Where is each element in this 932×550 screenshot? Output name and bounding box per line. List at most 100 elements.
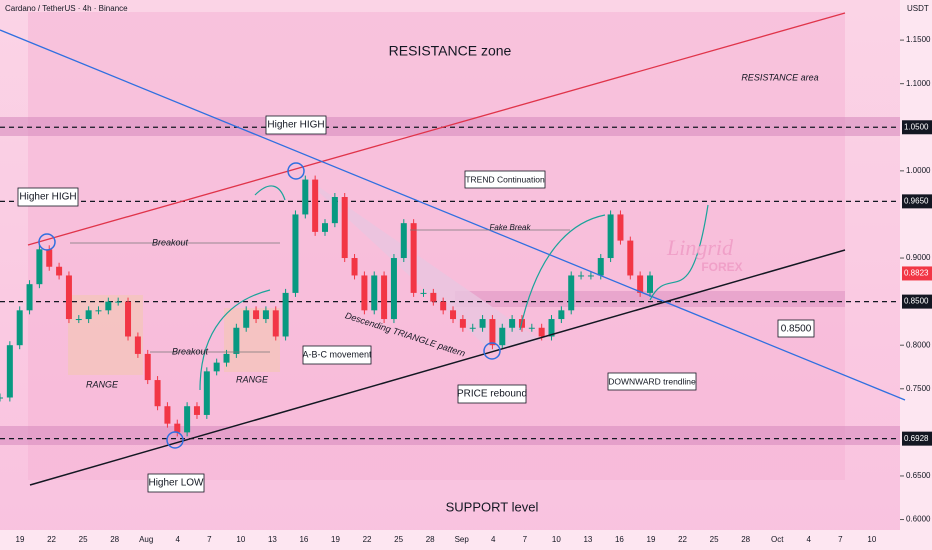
level-label: 0.6928 xyxy=(904,434,929,443)
candle xyxy=(499,327,506,346)
axes: 1.1500 1.1000 1.0000 0.9000 0.8000 0.7500 0.65… xyxy=(16,35,932,544)
candle xyxy=(6,345,13,398)
candle xyxy=(607,214,614,259)
annotation: Fake Break xyxy=(490,223,532,232)
candle xyxy=(105,301,112,311)
x-tick-label: 22 xyxy=(678,535,687,544)
candle xyxy=(253,310,260,320)
y-tick-label: 0.6500 xyxy=(906,471,931,480)
label-box xyxy=(17,187,79,207)
chart-title: Cardano / TetherUS · 4h · Binance xyxy=(5,4,128,13)
x-tick-label: 28 xyxy=(110,535,119,544)
candle xyxy=(203,371,210,415)
y-tick-label: 0.9000 xyxy=(906,253,931,262)
candle xyxy=(361,275,368,311)
x-tick-label: 10 xyxy=(867,535,876,544)
y-tick-label: 0.6000 xyxy=(906,515,931,524)
level-box xyxy=(902,431,932,446)
trendline xyxy=(29,249,846,486)
x-tick-label: 25 xyxy=(394,535,403,544)
x-tick-label: 7 xyxy=(523,535,528,544)
candle xyxy=(430,292,437,302)
candle xyxy=(272,310,279,337)
range-box xyxy=(224,308,280,372)
candle xyxy=(85,310,92,320)
level-box xyxy=(902,120,932,135)
candle xyxy=(56,266,63,276)
candle xyxy=(46,249,53,267)
level-box xyxy=(902,194,932,209)
candle xyxy=(341,197,348,259)
x-tick-label: 28 xyxy=(741,535,750,544)
level-label: 0.8823 xyxy=(904,269,929,278)
x-tick-label: 19 xyxy=(647,535,656,544)
candle xyxy=(213,362,220,372)
candle xyxy=(65,275,72,320)
candle xyxy=(489,319,496,346)
candle xyxy=(115,301,122,303)
candle xyxy=(469,327,476,329)
x-tick-label: 4 xyxy=(807,535,812,544)
candle xyxy=(233,327,240,354)
candle xyxy=(223,353,230,363)
watermark: Lingrid xyxy=(666,235,734,260)
candle xyxy=(312,179,319,232)
y-tick-label: 1.1000 xyxy=(906,79,931,88)
candle xyxy=(548,319,555,337)
x-tick-label: Aug xyxy=(139,535,153,544)
label-box xyxy=(777,319,815,338)
candle xyxy=(617,214,624,241)
candle xyxy=(647,275,653,293)
x-tick-label: 10 xyxy=(552,535,561,544)
annotation: RANGE xyxy=(236,374,269,384)
candle xyxy=(331,197,338,224)
x-tick-label: 28 xyxy=(426,535,435,544)
candle xyxy=(597,258,604,276)
currency: USDT xyxy=(907,4,929,13)
candle xyxy=(302,179,309,215)
x-tick-label: 19 xyxy=(331,535,340,544)
candle xyxy=(568,275,575,311)
candle xyxy=(528,327,535,329)
x-tick-label: 13 xyxy=(268,535,277,544)
candle xyxy=(381,275,388,320)
candle xyxy=(322,223,328,232)
candle xyxy=(144,353,151,381)
candle xyxy=(459,319,466,328)
candle xyxy=(558,310,565,320)
candle xyxy=(174,423,181,433)
y-tick-label: 1.0000 xyxy=(906,166,931,175)
candle xyxy=(637,275,644,293)
annotation: Higher LOW xyxy=(148,478,204,489)
candle xyxy=(26,284,33,311)
x-tick-label: 22 xyxy=(47,535,56,544)
annotation: RESISTANCE zone xyxy=(389,43,512,59)
x-tick-label: 16 xyxy=(299,535,308,544)
annotation: RESISTANCE area xyxy=(741,72,818,82)
candle xyxy=(0,397,3,399)
label-box xyxy=(302,345,372,365)
x-tick-label: 13 xyxy=(583,535,592,544)
x-tick-label: 10 xyxy=(236,535,245,544)
x-tick-label: 4 xyxy=(491,535,496,544)
candle xyxy=(400,223,407,259)
annotation: A-B-C movement xyxy=(302,349,372,359)
x-tick-label: 22 xyxy=(363,535,372,544)
candle xyxy=(627,240,634,276)
level-box xyxy=(902,294,932,309)
label-box xyxy=(457,384,527,404)
label-box xyxy=(147,473,205,493)
y-tick-label: 0.7500 xyxy=(906,384,931,393)
level-label: 1.0500 xyxy=(904,122,929,131)
annotation: SUPPORT level xyxy=(446,499,539,514)
watermark: FOREX xyxy=(701,260,742,274)
annotation: Higher HIGH xyxy=(19,192,76,203)
trendline xyxy=(27,12,846,246)
level-label: 0.8500 xyxy=(904,297,929,306)
y-tick-label: 1.1500 xyxy=(906,35,931,44)
candle xyxy=(134,336,141,354)
x-tick-label: 4 xyxy=(176,535,181,544)
candles xyxy=(0,175,653,437)
annotation: Higher HIGH xyxy=(267,120,324,131)
candle xyxy=(164,406,171,424)
